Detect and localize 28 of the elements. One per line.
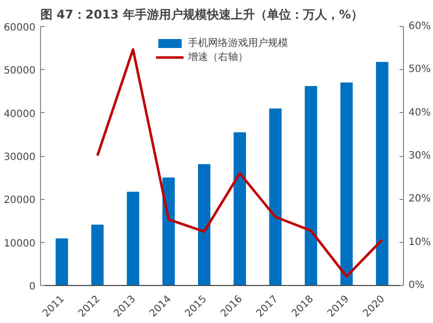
bar	[198, 164, 210, 286]
y2-tick-label: 40%	[408, 107, 431, 118]
y-tick-label: 10000	[4, 238, 36, 250]
y-tick-label: 50000	[4, 66, 36, 77]
line-series	[96, 48, 384, 278]
legend-label: 增速（右轴）	[188, 50, 248, 64]
y2-tick-label: 30%	[408, 150, 431, 162]
bar	[304, 86, 318, 286]
y2-tick-label: 50%	[408, 64, 431, 76]
bar	[340, 82, 353, 286]
y-tick-label: 30000	[4, 152, 36, 163]
bar	[91, 224, 104, 286]
bar	[126, 192, 140, 286]
y-tick-label: 20000	[4, 195, 36, 206]
y-tick-label: 0	[29, 282, 36, 292]
chart-title: 图 47：2013 年手游用户规模快速上升（单位：万人，%）	[40, 8, 363, 22]
bar	[269, 108, 282, 286]
bar	[376, 62, 388, 286]
bar	[234, 132, 246, 286]
y2-tick-label: 0%	[408, 280, 424, 291]
y-tick-label: 40000	[4, 108, 36, 120]
y-tick-label: 60000	[4, 22, 36, 34]
y2-tick-label: 20%	[408, 194, 431, 205]
y2-tick-label: 10%	[408, 236, 431, 248]
bar	[162, 178, 175, 286]
bar	[56, 238, 68, 286]
y2-tick-label: 60%	[408, 21, 431, 32]
legend-label: 手机网络游戏用户规模	[188, 36, 288, 50]
